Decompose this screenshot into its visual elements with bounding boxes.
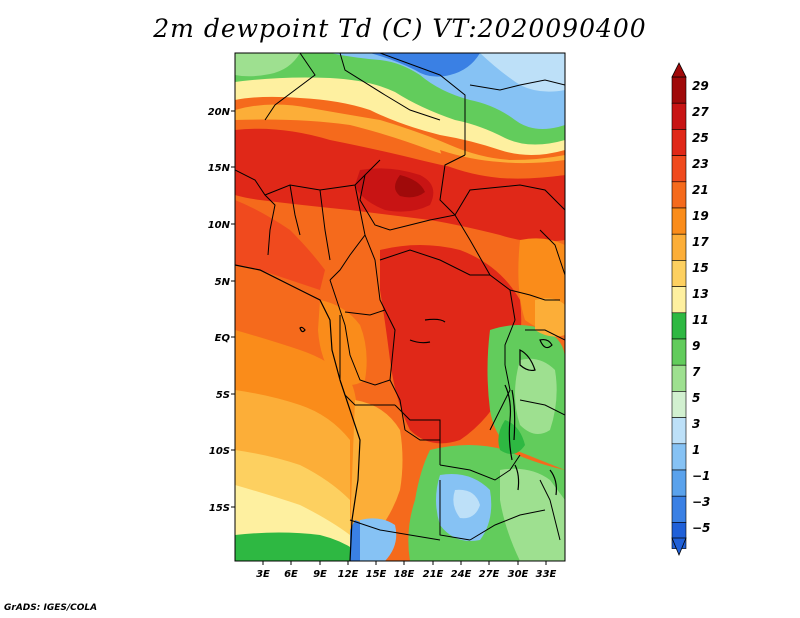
colorbar-swatch	[671, 443, 687, 471]
colorbar-label: −5	[692, 521, 710, 535]
colorbar-label: 1	[692, 443, 700, 457]
dewpoint-field	[235, 53, 565, 561]
lon-tick-label: 3E	[256, 569, 270, 580]
colorbar-label: 11	[692, 313, 709, 327]
colorbar-label: 15	[692, 261, 709, 275]
lat-tick: 15S	[209, 503, 235, 514]
colorbar-label: 9	[692, 339, 700, 353]
lat-tick: 20N	[208, 107, 235, 118]
lon-tick: 27E	[479, 561, 500, 580]
colorbar-swatch	[671, 260, 687, 287]
lon-tick-label: 27E	[479, 569, 500, 580]
lat-tick-label: 10S	[209, 446, 230, 457]
colorbar-label: 23	[692, 157, 709, 171]
lon-tick-label: 24E	[451, 569, 472, 580]
colorbar: 29 27 25 23 21 19 17 15 13 11 9 7 5 3 1 …	[671, 62, 710, 557]
colorbar-bottom-arrow	[671, 537, 687, 557]
lat-tick-label: 20N	[208, 107, 231, 118]
colorbar-swatch	[671, 181, 687, 209]
colorbar-swatch	[671, 312, 687, 340]
lat-tick-label: 15N	[208, 163, 231, 174]
colorbar-swatch	[671, 495, 687, 523]
lon-tick: 12E	[338, 561, 359, 580]
lon-tick-label: 12E	[338, 569, 359, 580]
lat-tick: 5N	[215, 277, 235, 288]
lon-tick: 18E	[394, 561, 415, 580]
colorbar-swatch	[671, 76, 687, 104]
lat-tick: 10S	[209, 446, 235, 457]
lon-tick-label: 33E	[536, 569, 557, 580]
lon-tick-label: 21E	[423, 569, 444, 580]
colorbar-swatch	[671, 155, 687, 183]
colorbar-swatch	[671, 286, 687, 314]
country-borders	[235, 53, 565, 541]
colorbar-swatch	[671, 129, 687, 156]
lon-tick: 15E	[366, 561, 387, 580]
lat-tick-label: 10N	[208, 220, 231, 231]
colorbar-swatches	[671, 76, 687, 549]
colorbar-label: 3	[692, 417, 700, 431]
colorbar-swatch	[671, 207, 687, 235]
colorbar-label: 19	[692, 209, 709, 223]
lon-tick-label: 9E	[313, 569, 327, 580]
lon-tick: 6E	[284, 561, 298, 580]
colorbar-label: 29	[692, 79, 709, 93]
lat-tick-label: 5S	[216, 390, 230, 401]
colorbar-swatch	[671, 469, 687, 497]
colorbar-top-arrow	[671, 62, 687, 78]
colorbar-swatch	[671, 364, 687, 392]
lon-tick: 30E	[508, 561, 529, 580]
lat-tick: 10N	[208, 220, 235, 231]
colorbar-label: −3	[692, 495, 710, 509]
lon-tick-label: 18E	[394, 569, 415, 580]
colorbar-swatch	[671, 417, 687, 445]
lat-tick: 15N	[208, 163, 235, 174]
lat-tick-label: 15S	[209, 503, 230, 514]
colorbar-swatch	[671, 233, 687, 261]
lon-tick: 24E	[451, 561, 472, 580]
lat-axis: 20N 15N 10N 5N EQ 5S 10S 15S	[208, 107, 235, 514]
colorbar-label: −1	[692, 469, 710, 483]
colorbar-labels: 29 27 25 23 21 19 17 15 13 11 9 7 5 3 1 …	[692, 79, 710, 535]
grads-credit: GrADS: IGES/COLA	[4, 603, 98, 613]
lat-tick-label: EQ	[215, 333, 231, 344]
colorbar-label: 27	[692, 105, 709, 119]
colorbar-swatch	[671, 391, 687, 418]
colorbar-label: 7	[692, 365, 701, 379]
lat-tick: 5S	[216, 390, 235, 401]
colorbar-swatch	[671, 338, 687, 366]
lon-tick: 33E	[536, 561, 557, 580]
map-title: 2m dewpoint Td (C) VT:2020090400	[153, 14, 647, 43]
colorbar-swatch	[671, 102, 687, 130]
colorbar-label: 25	[692, 131, 709, 145]
lat-tick: EQ	[215, 333, 235, 344]
lon-tick: 9E	[313, 561, 327, 580]
colorbar-label: 21	[692, 183, 709, 197]
lon-tick-label: 15E	[366, 569, 387, 580]
map-frame	[234, 52, 566, 562]
colorbar-label: 5	[692, 391, 700, 405]
lon-tick: 21E	[423, 561, 444, 580]
lon-axis: 3E 6E 9E 12E 15E 18E 21E 24E 27E 30E 33E	[256, 561, 557, 580]
lon-tick-label: 30E	[508, 569, 529, 580]
lon-tick: 3E	[256, 561, 270, 580]
coastlines	[235, 264, 557, 561]
colorbar-label: 13	[692, 287, 709, 301]
lat-tick-label: 5N	[215, 277, 231, 288]
colorbar-label: 17	[692, 235, 709, 249]
lon-tick-label: 6E	[284, 569, 298, 580]
